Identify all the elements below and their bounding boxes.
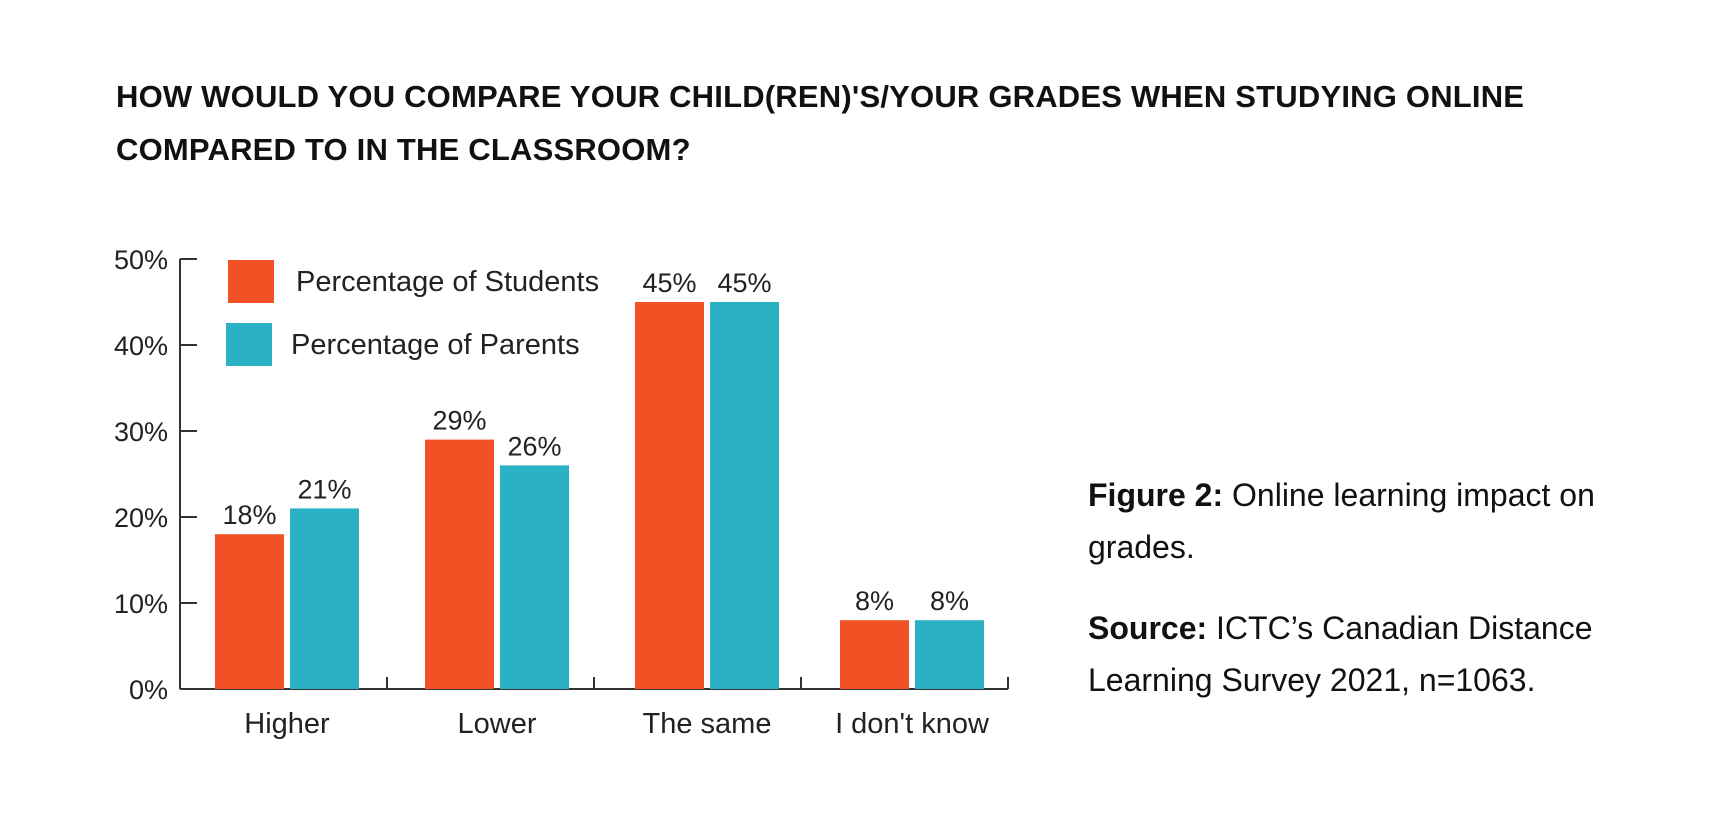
y-tick-label-10: 10% [114,589,168,619]
value-label-parents-2: 45% [717,268,771,298]
bar-students-2 [635,302,704,689]
category-label-0: Higher [244,708,330,740]
legend-swatch-students [228,260,274,303]
bar-students-0 [215,534,284,689]
y-tick-label-40: 40% [114,331,168,361]
chart-title-line-1: HOW WOULD YOU COMPARE YOUR CHILD(REN)'S/… [116,79,1525,114]
figure-caption-line-1: Figure 2: Online learning impact on [1088,469,1688,521]
source-caption-line-1: Source: ICTC’s Canadian Distance [1088,602,1688,654]
value-label-students-3: 8% [855,586,894,616]
bar-parents-3 [915,620,984,689]
value-label-parents-1: 26% [507,431,561,461]
value-label-students-2: 45% [642,268,696,298]
value-label-students-0: 18% [222,500,276,530]
bar-parents-0 [290,508,359,689]
value-label-parents-0: 21% [297,474,351,504]
category-label-1: Lower [458,708,537,740]
source-text-1: ICTC’s Canadian Distance [1207,610,1593,646]
legend-label-parents: Percentage of Parents [291,329,580,361]
bar-students-1 [425,439,494,689]
figure-caption-line-2: grades. [1088,529,1195,565]
value-label-students-1: 29% [432,406,486,436]
y-tick-label-20: 20% [114,503,168,533]
legend-label-students: Percentage of Students [296,266,599,298]
legend-swatch-parents [226,323,272,366]
source-caption-line-2: Learning Survey 2021, n=1063. [1088,662,1536,698]
value-label-parents-3: 8% [930,586,969,616]
bar-students-3 [840,620,909,689]
y-tick-label-50: 50% [114,245,168,275]
source-caption: Source: ICTC’s Canadian Distance Learnin… [1088,602,1688,706]
category-label-3: I don't know [835,708,990,740]
figure-label: Figure 2: [1088,477,1224,513]
category-label-2: The same [643,708,772,740]
y-tick-label-30: 30% [114,417,168,447]
source-label: Source: [1088,610,1208,646]
figure-caption: Figure 2: Online learning impact on grad… [1088,469,1688,573]
bar-parents-2 [710,302,779,689]
figure-text-1: Online learning impact on [1223,477,1595,513]
chart-title: HOW WOULD YOU COMPARE YOUR CHILD(REN)'S/… [116,70,1656,176]
y-tick-label-0: 0% [129,675,168,705]
bar-parents-1 [500,465,569,689]
chart-title-line-2: COMPARED TO IN THE CLASSROOM? [116,132,691,167]
